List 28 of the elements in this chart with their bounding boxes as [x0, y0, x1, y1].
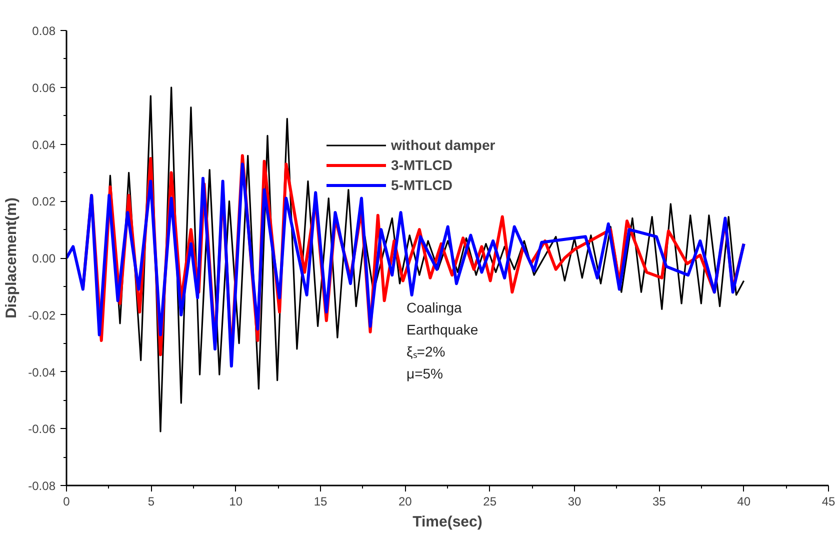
- annotation: Coalinga: [406, 300, 462, 316]
- x-tick-label: 40: [737, 494, 751, 508]
- x-axis-title: Time(sec): [412, 514, 482, 530]
- x-tick-label: 15: [314, 494, 328, 508]
- y-tick-label: -0.08: [28, 479, 56, 493]
- x-tick-label: 45: [822, 494, 836, 508]
- y-tick-label: 0.00: [32, 252, 56, 266]
- y-tick-label: -0.04: [28, 365, 56, 380]
- y-tick-label: -0.06: [28, 422, 56, 436]
- annotation: Earthquake: [406, 322, 478, 338]
- y-tick-label: 0.02: [32, 194, 56, 209]
- x-tick-label: 30: [568, 494, 582, 508]
- y-tick-label: 0.06: [32, 80, 56, 95]
- y-tick-label: -0.02: [28, 308, 56, 322]
- y-tick-label: 0.08: [32, 24, 56, 38]
- x-tick-label: 25: [483, 494, 497, 508]
- y-axis-title: Displacement(m): [3, 198, 20, 318]
- legend-label: 3-MTLCD: [391, 157, 452, 173]
- x-tick-label: 5: [148, 494, 155, 508]
- x-tick-label: 10: [229, 494, 243, 508]
- x-tick-label: 0: [63, 494, 70, 508]
- y-tick-label: 0.04: [32, 138, 56, 152]
- annotation: μ=5%: [406, 366, 443, 382]
- x-tick-label: 35: [652, 494, 666, 508]
- legend-label: 5-MTLCD: [391, 177, 452, 193]
- x-tick-label: 20: [398, 494, 412, 508]
- annotation: ξₛ=2%: [406, 344, 446, 360]
- legend-label: without damper: [391, 137, 496, 153]
